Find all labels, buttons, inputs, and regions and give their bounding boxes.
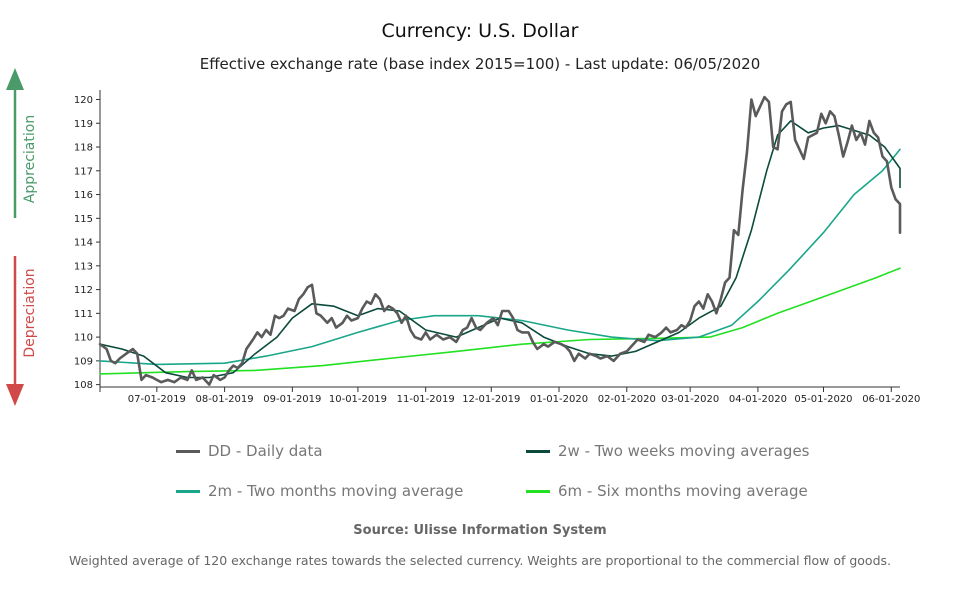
x-tick-label: 11-01-2019 — [397, 394, 455, 405]
exchange-rate-chart: 108 109 110 111 112 113 114 115 116 117 118 119 120 0… — [6, 68, 920, 406]
legend-label-2m: 2m - Two months moving average — [208, 482, 464, 500]
y-tick-label: 114 — [74, 238, 93, 249]
legend-item-dd[interactable]: DD - Daily data — [176, 442, 323, 460]
y-tick-label: 119 — [74, 119, 93, 130]
side-indicators — [6, 68, 24, 406]
legend-item-2m[interactable]: 2m - Two months moving average — [176, 482, 463, 500]
y-tick-label: 108 — [74, 380, 93, 391]
x-tick-label: 04-01-2020 — [729, 394, 787, 405]
x-tick-label: 06-01-2020 — [862, 394, 920, 405]
x-tick-label: 02-01-2020 — [598, 394, 656, 405]
depreciation-label: Depreciation — [22, 268, 38, 358]
series-line-6m — [99, 267, 901, 375]
chart-subtitle: Effective exchange rate (base index 2015… — [199, 55, 761, 73]
x-tick-label: 01-01-2020 — [530, 394, 588, 405]
footnote: Weighted average of 120 exchange rates t… — [69, 553, 891, 568]
y-tick-label: 117 — [74, 166, 93, 177]
x-tick-label: 12-01-2019 — [462, 394, 520, 405]
series-line-dd — [98, 95, 902, 386]
y-tick-label: 109 — [74, 356, 93, 367]
x-tick-label: 07-01-2019 — [128, 394, 186, 405]
legend-item-2w[interactable]: 2w - Two weeks moving averages — [526, 442, 810, 460]
series-layer — [98, 95, 902, 386]
legend-item-6m[interactable]: 6m - Six months moving average — [526, 482, 808, 500]
x-tick-label: 09-01-2019 — [263, 394, 321, 405]
legend-label-2w: 2w - Two weeks moving averages — [558, 442, 810, 460]
y-tick-label: 116 — [74, 190, 93, 201]
legend-swatch-2m — [176, 489, 200, 493]
x-tick-label: 05-01-2020 — [794, 394, 852, 405]
x-tick-label: 03-01-2020 — [661, 394, 719, 405]
legend-swatch-6m — [526, 489, 550, 493]
chart-title: Currency: U.S. Dollar — [381, 20, 579, 42]
y-tick-label: 111 — [74, 309, 93, 320]
series-line-2w — [99, 120, 901, 379]
y-tick-label: 118 — [74, 143, 93, 154]
legend-swatch-2w — [526, 449, 550, 453]
legend-label-6m: 6m - Six months moving average — [558, 482, 808, 500]
y-tick-label: 112 — [74, 285, 93, 296]
appreciation-label: Appreciation — [22, 114, 38, 204]
y-tick-label: 113 — [74, 261, 93, 272]
series-line-2m — [99, 148, 901, 366]
legend-label-dd: DD - Daily data — [208, 442, 323, 460]
y-tick-label: 120 — [74, 95, 93, 106]
appreciation-arrow-icon — [6, 68, 24, 90]
legend-swatch-dd — [176, 449, 200, 453]
source-note: Source: Ulisse Information System — [353, 523, 607, 538]
y-tick-label: 115 — [74, 214, 93, 225]
x-tick-label: 08-01-2019 — [196, 394, 254, 405]
depreciation-arrow-icon — [6, 384, 24, 406]
x-tick-label: 10-01-2019 — [329, 394, 387, 405]
axes: 108 109 110 111 112 113 114 115 116 117 118 119 120 0… — [74, 90, 920, 405]
y-tick-label: 110 — [74, 333, 93, 344]
